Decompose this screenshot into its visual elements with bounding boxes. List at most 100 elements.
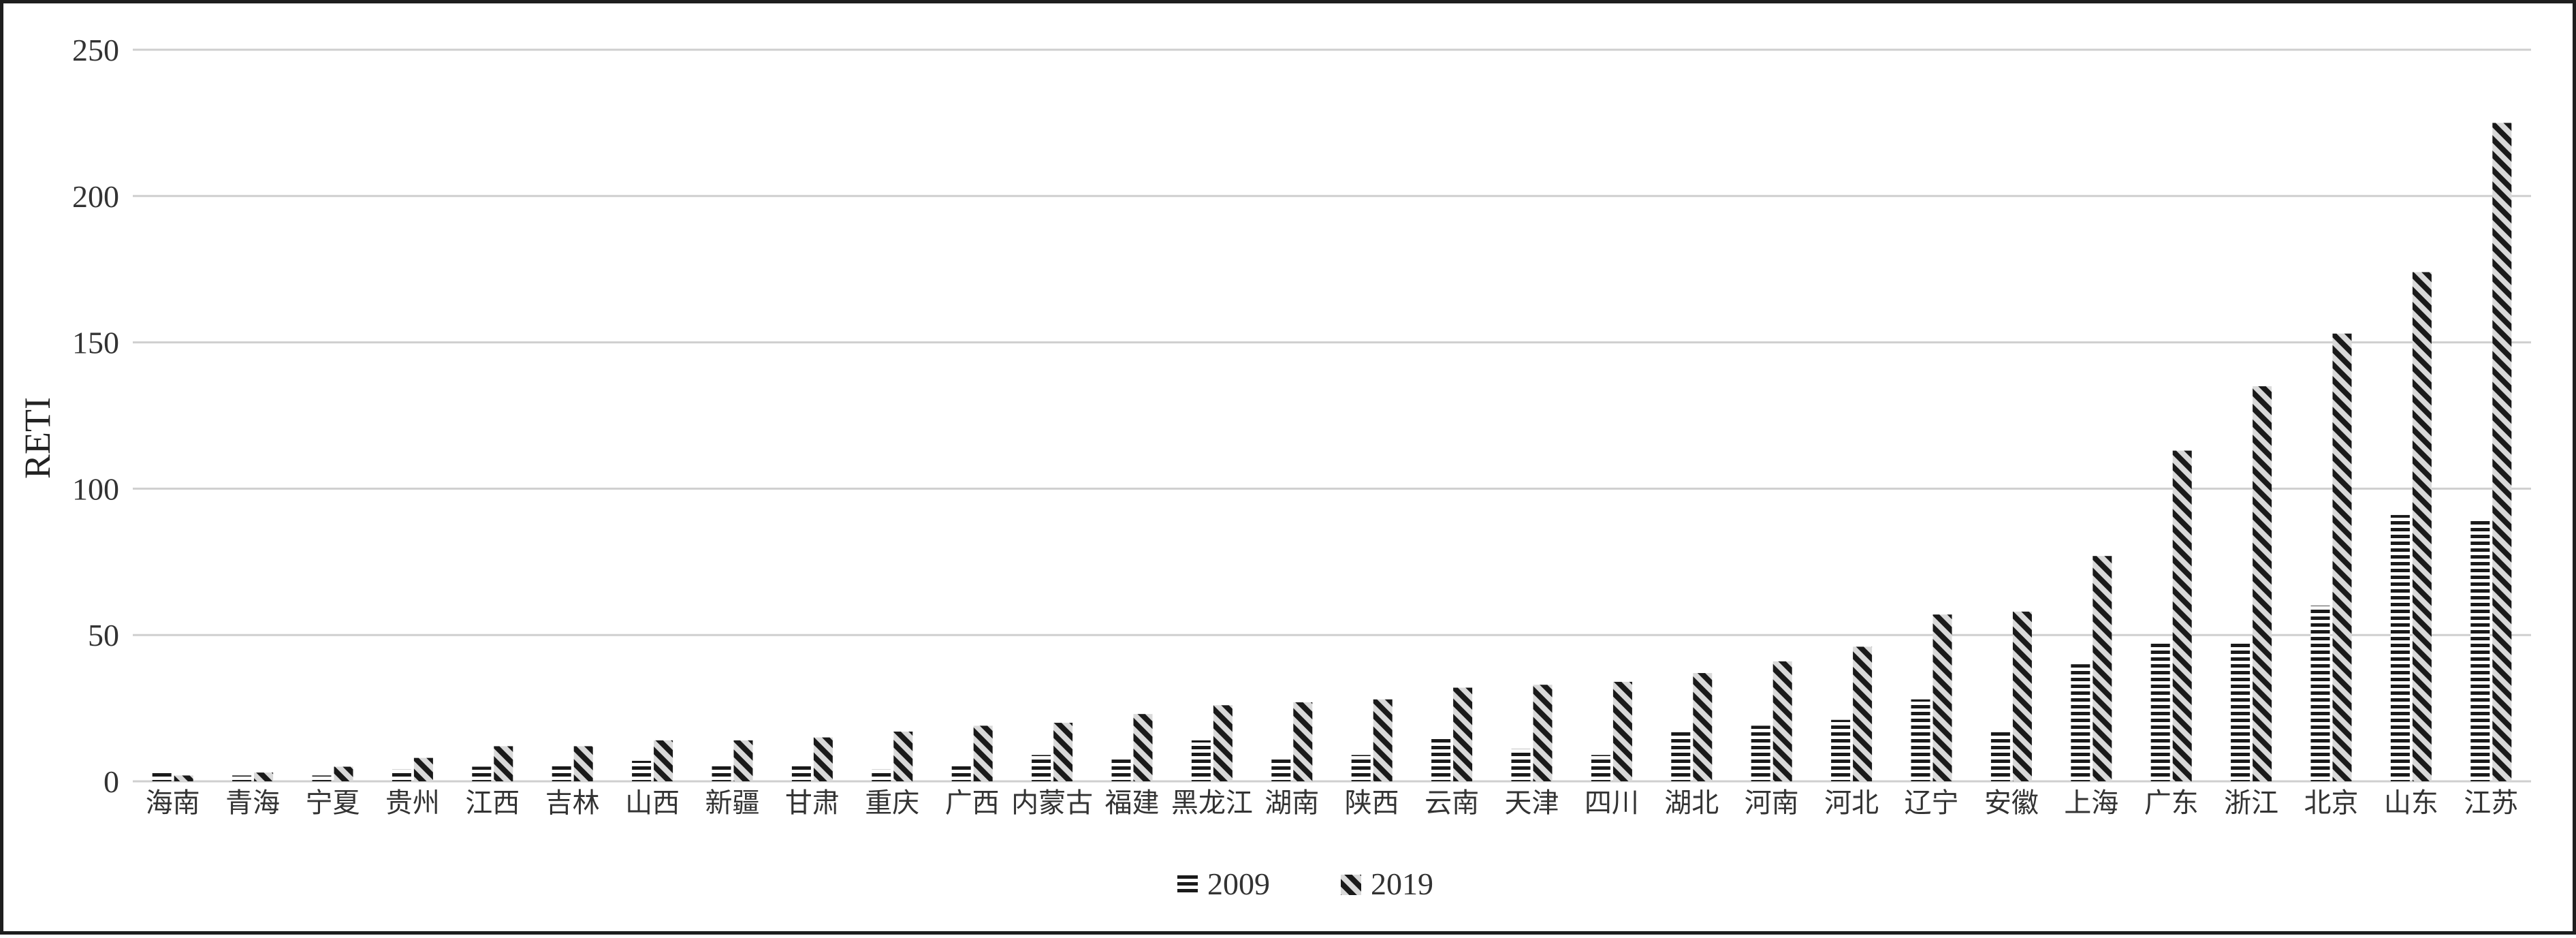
bar-2019-21	[1853, 646, 1873, 781]
bar-chart: 0 50 100 150 200 250 海南 青海 宁夏 贵州 江西 吉林 山西 新疆 甘肃 重庆 广西 内蒙…	[17, 33, 2531, 901]
legend-item-2009: 2009	[1177, 866, 1270, 901]
bar-2009-18	[1591, 755, 1610, 781]
bar-2009-14	[1271, 757, 1291, 781]
x-tick-label: 山东	[2384, 787, 2438, 819]
bar-2019-1	[254, 772, 274, 781]
bar-2019-25	[2172, 450, 2192, 781]
x-tick-label: 福建	[1105, 787, 1160, 819]
y-tick-label: 250	[72, 33, 119, 67]
x-tick-label: 青海	[225, 787, 280, 819]
bar-2019-19	[1693, 673, 1713, 781]
bar-2009-6	[632, 760, 652, 781]
bar-2009-8	[791, 764, 811, 781]
bar-2019-15	[1373, 699, 1393, 781]
bar-2019-8	[813, 737, 833, 781]
x-tick-label: 湖南	[1265, 787, 1319, 819]
legend-label-2009: 2009	[1207, 866, 1270, 901]
x-tick-label: 云南	[1425, 787, 1479, 819]
bar-2019-11	[1053, 723, 1073, 781]
x-tick-label: 湖北	[1664, 787, 1719, 819]
bar-2019-29	[2492, 123, 2512, 781]
bar-2019-17	[1533, 685, 1553, 781]
bar-2019-23	[2012, 611, 2032, 781]
bar-2009-25	[2150, 640, 2170, 781]
legend-item-2019: 2019	[1341, 866, 1433, 901]
bar-2009-29	[2470, 520, 2490, 781]
bar-2009-5	[552, 764, 571, 781]
y-tick-label: 50	[88, 618, 119, 653]
x-tick-label: 海南	[146, 787, 200, 819]
bar-2019-26	[2253, 386, 2272, 781]
bar-2019-7	[733, 740, 753, 781]
x-tick-label: 山西	[625, 787, 680, 819]
legend-swatch-2009	[1177, 875, 1198, 895]
legend-label-2019: 2019	[1371, 866, 1433, 901]
bar-2019-20	[1772, 661, 1792, 781]
x-tick-label: 浙江	[2224, 787, 2278, 819]
bar-2009-27	[2310, 606, 2330, 781]
bar-2009-4	[472, 766, 492, 781]
bar-2009-19	[1671, 731, 1691, 781]
bar-2009-3	[392, 769, 411, 781]
bar-2019-22	[1933, 614, 1952, 781]
bar-2019-18	[1612, 681, 1632, 781]
bar-2019-13	[1213, 705, 1233, 781]
bar-2009-0	[152, 772, 172, 781]
x-tick-label: 内蒙古	[1011, 787, 1093, 819]
bar-2019-3	[413, 757, 433, 781]
x-tick-label: 安徽	[1984, 787, 2039, 819]
bar-2019-5	[573, 746, 593, 781]
bar-2019-28	[2412, 272, 2432, 782]
bar-2009-20	[1751, 725, 1770, 781]
y-tick-label: 200	[72, 179, 119, 214]
y-tick-label: 150	[72, 326, 119, 360]
x-tick-label: 陕西	[1345, 787, 1399, 819]
bar-2019-0	[174, 775, 193, 781]
x-tick-label: 江苏	[2464, 787, 2518, 819]
bar-2009-21	[1831, 719, 1851, 781]
x-tick-label: 重庆	[865, 787, 919, 819]
bar-2009-17	[1511, 749, 1531, 781]
bar-2009-15	[1351, 755, 1371, 781]
x-tick-label: 四川	[1585, 787, 1639, 819]
bar-2009-7	[712, 764, 731, 781]
x-tick-label: 广西	[945, 787, 1000, 819]
bar-2019-2	[334, 766, 353, 781]
x-tick-label: 北京	[2304, 787, 2359, 819]
bar-2019-9	[893, 731, 913, 781]
x-tick-label: 河南	[1745, 787, 1799, 819]
bar-2009-22	[1911, 699, 1930, 781]
bar-2009-11	[1032, 755, 1051, 781]
bar-2019-6	[654, 740, 673, 781]
gridlines	[133, 48, 2531, 783]
x-tick-label: 上海	[2064, 787, 2118, 819]
x-tick-label: 江西	[465, 787, 520, 819]
bar-2019-12	[1133, 714, 1153, 781]
x-tick-label: 宁夏	[306, 787, 360, 819]
bar-2009-16	[1431, 737, 1451, 781]
x-tick-labels: 海南 青海 宁夏 贵州 江西 吉林 山西 新疆 甘肃 重庆 广西 内蒙古 福建 黑龙江 湖南 陕西 云南 天津 四川…	[146, 787, 2519, 819]
legend-swatch-2019	[1341, 875, 1361, 895]
x-tick-label: 新疆	[705, 787, 760, 819]
y-tick-label: 0	[104, 764, 119, 799]
bar-2009-13	[1191, 740, 1211, 781]
bars	[152, 123, 2512, 782]
y-tick-label: 100	[72, 471, 119, 506]
bar-2019-4	[494, 746, 513, 781]
x-tick-label: 贵州	[385, 787, 440, 819]
bar-2019-27	[2332, 333, 2352, 781]
bar-2009-9	[872, 769, 891, 781]
bar-2019-24	[2093, 556, 2112, 781]
bar-2009-26	[2231, 640, 2251, 781]
legend: 2009 2019	[1177, 866, 1433, 901]
bar-2019-14	[1293, 702, 1313, 781]
y-axis-title: RETI	[17, 397, 58, 479]
x-tick-label: 天津	[1505, 787, 1559, 819]
y-tick-labels: 0 50 100 150 200 250	[72, 33, 119, 799]
bar-2009-23	[1990, 731, 2010, 781]
x-tick-label: 广东	[2144, 787, 2199, 819]
x-tick-label: 辽宁	[1905, 787, 1959, 819]
bar-2009-1	[232, 775, 252, 781]
x-tick-label: 吉林	[545, 787, 600, 819]
